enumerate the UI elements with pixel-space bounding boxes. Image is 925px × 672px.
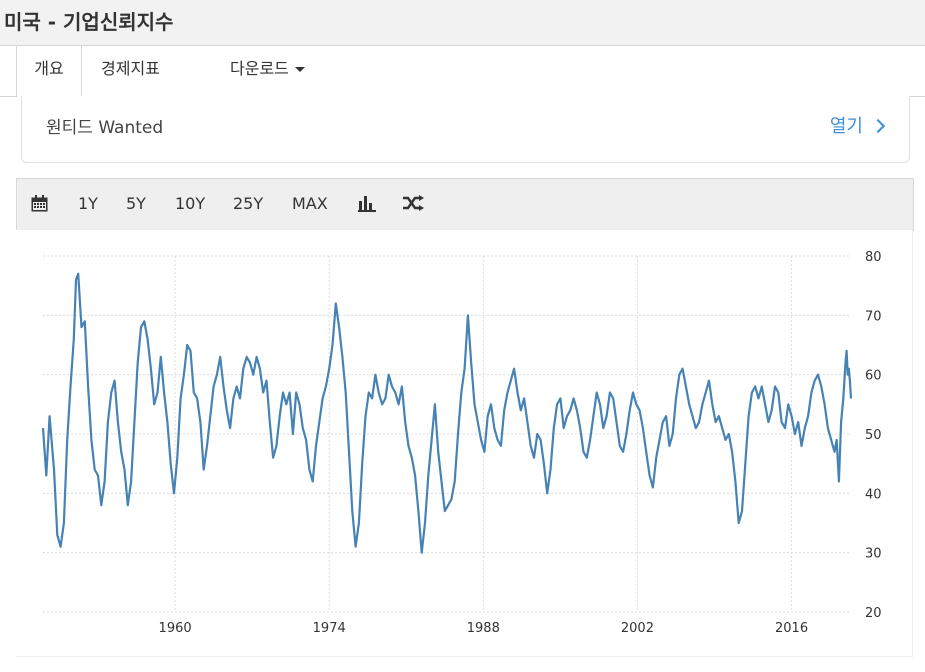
ad-banner: 원티드 Wanted 열기 — [21, 96, 910, 163]
tab-download-label: 다운로드 — [230, 59, 289, 78]
title-bar: 미국 - 기업신뢰지수 — [0, 0, 925, 46]
tab-bar: 개요 경제지표 다운로드 — [0, 46, 925, 97]
tab-overview[interactable]: 개요 — [16, 46, 82, 97]
line-chart: 20 30 40 50 60 70 80 1960 1974 1988 2002 2016 — [41, 250, 882, 636]
calendar-icon[interactable] — [31, 195, 48, 216]
tab-overview-label: 개요 — [34, 59, 64, 78]
x-tick-label: 2002 — [621, 621, 654, 636]
bar-chart-icon[interactable] — [358, 195, 376, 216]
tab-economic-indicators-label: 경제지표 — [101, 59, 160, 78]
x-tick-label: 1974 — [313, 621, 346, 636]
ad-text: 원티드 Wanted — [46, 118, 164, 138]
random-icon[interactable] — [402, 195, 424, 215]
page-title: 미국 - 기업신뢰지수 — [4, 10, 174, 34]
chevron-right-icon — [870, 118, 886, 134]
x-tick-label: 1960 — [159, 621, 192, 636]
range-1y-button[interactable]: 1Y — [78, 194, 98, 213]
chart-area: 20 30 40 50 60 70 80 1960 1974 1988 2002 2016 — [16, 230, 913, 657]
range-5y-button[interactable]: 5Y — [126, 194, 146, 213]
y-tick-label: 20 — [865, 606, 882, 621]
series-line — [41, 272, 853, 554]
ad-open-link[interactable]: 열기 — [829, 112, 886, 138]
y-tick-label: 80 — [865, 250, 882, 265]
y-tick-label: 30 — [865, 547, 882, 562]
range-10y-button[interactable]: 10Y — [175, 194, 206, 213]
x-tick-label: 1988 — [467, 621, 500, 636]
caret-down-icon — [294, 67, 305, 72]
x-tick-label: 2016 — [775, 621, 808, 636]
tab-download[interactable]: 다운로드 — [230, 46, 305, 96]
y-tick-label: 70 — [865, 309, 882, 324]
range-max-button[interactable]: MAX — [292, 194, 328, 213]
range-25y-button[interactable]: 25Y — [233, 194, 264, 213]
tab-economic-indicators[interactable]: 경제지표 — [101, 46, 160, 96]
chart-toolbar: 1Y 5Y 10Y 25Y MAX — [16, 178, 914, 231]
ad-open-label: 열기 — [829, 116, 863, 137]
y-tick-label: 40 — [865, 487, 882, 502]
y-tick-label: 60 — [865, 369, 882, 384]
y-tick-label: 50 — [865, 428, 882, 443]
